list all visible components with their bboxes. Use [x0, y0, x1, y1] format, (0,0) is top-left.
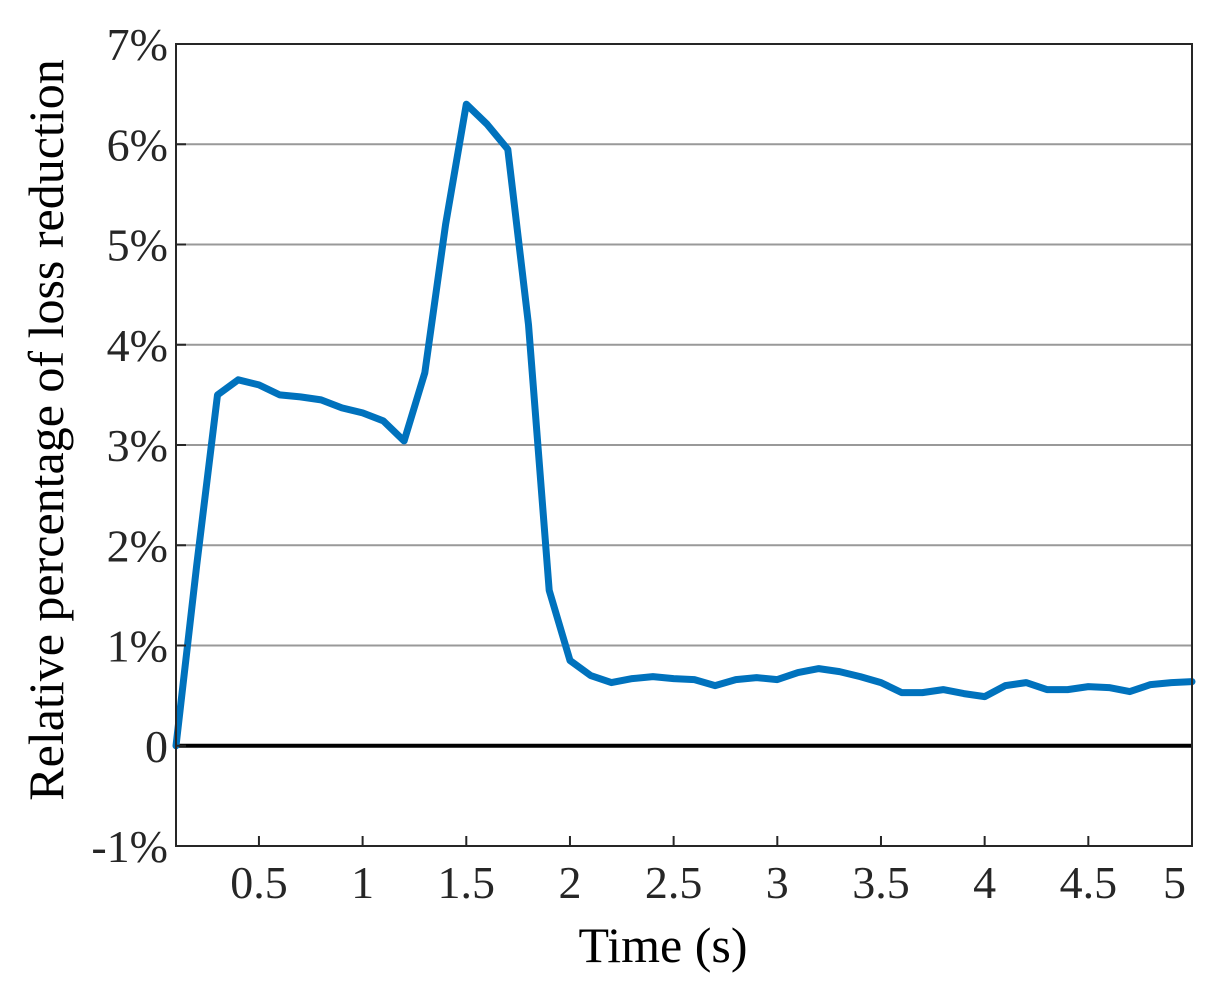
y-tick-label: 1%	[107, 621, 168, 672]
y-tick-label: 6%	[107, 119, 168, 170]
x-tick-label: 4	[973, 857, 996, 908]
x-tick-label: 5	[1163, 857, 1186, 908]
y-tick-label: 4%	[107, 320, 168, 371]
y-tick-label: 5%	[107, 220, 168, 271]
y-tick-label: 0	[145, 721, 168, 772]
y-tick-label: 2%	[107, 520, 168, 571]
x-tick-label: 4.5	[1060, 857, 1118, 908]
x-tick-label: 1.5	[438, 857, 496, 908]
x-tick-label: 3	[766, 857, 789, 908]
x-tick-label: 3.5	[852, 857, 910, 908]
x-axis-ticks: 0.5 1 1.5 2 2.5 3 3.5 4 4.5 5	[230, 836, 1193, 908]
x-tick-label: 1	[351, 857, 374, 908]
x-tick-label: 0.5	[230, 857, 288, 908]
x-tick-label: 2	[558, 857, 581, 908]
y-axis-label: Relative percentage of loss reduction	[18, 59, 74, 800]
y-tick-label: 7%	[107, 19, 168, 70]
x-axis-label: Time (s)	[578, 917, 747, 973]
x-tick-label: 2.5	[645, 857, 703, 908]
y-tick-label: 3%	[107, 420, 168, 471]
y-tick-label: -1%	[91, 821, 168, 872]
series-layer	[172, 100, 1196, 750]
grid-lines	[176, 43, 1192, 847]
y-axis-ticks: -1% 0 1% 2% 3% 4% 5% 6% 7%	[91, 19, 186, 872]
series-line	[172, 100, 1196, 750]
